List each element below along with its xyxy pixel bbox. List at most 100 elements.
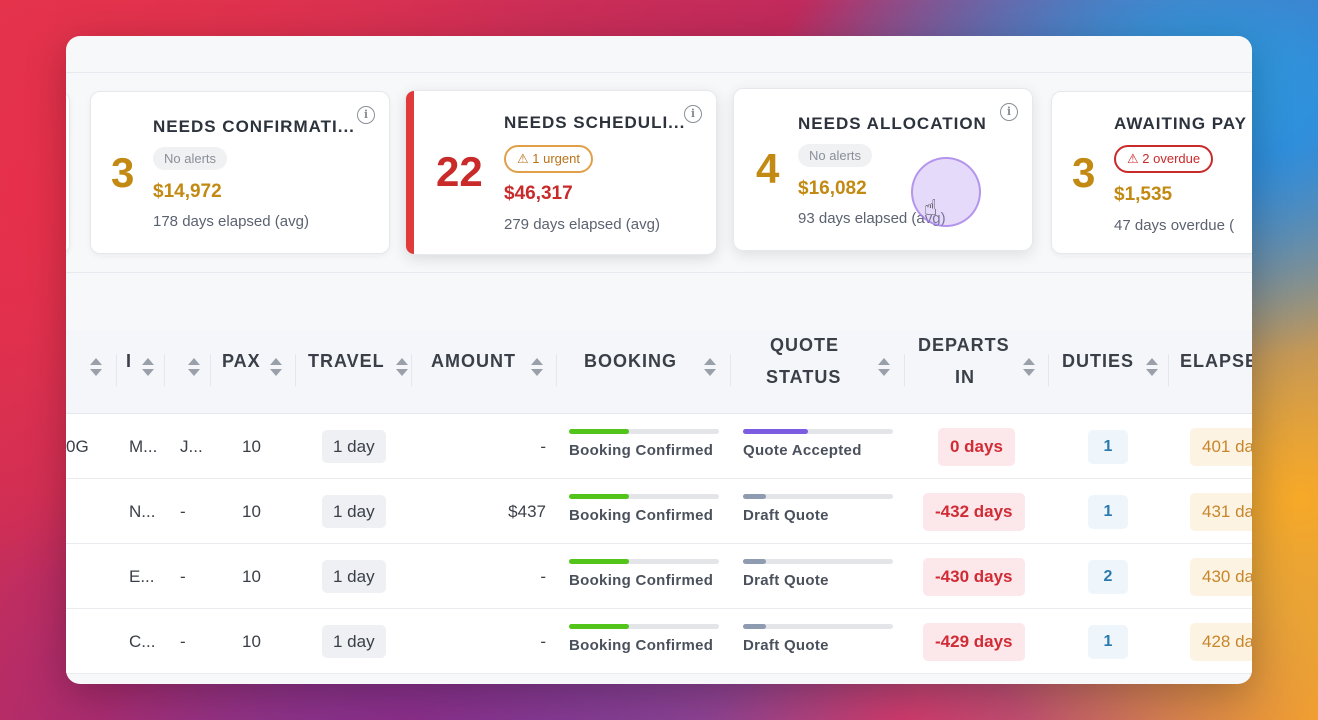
card-subtext: 279 days elapsed (avg) [504, 216, 660, 233]
sort-icon[interactable] [90, 358, 102, 376]
sort-icon[interactable] [704, 358, 716, 376]
duties-count-badge[interactable]: 1 [1088, 495, 1128, 529]
quote-status: Draft Quote [743, 507, 829, 524]
cell-c2: - [180, 567, 186, 586]
table-row[interactable]: N... - 10 1 day $437 Booking Confirmed Draft Q… [66, 479, 1252, 544]
card-alert-badge: ⚠ 1 urgent [504, 145, 593, 173]
cell-c1: C... [129, 632, 156, 651]
column-header-c1[interactable]: I [126, 351, 133, 371]
card-amount: $14,972 [153, 181, 222, 202]
column-header-departs-in[interactable]: DEPARTS [918, 335, 1010, 355]
card-alert-badge: ⚠ 2 overdue [1114, 145, 1214, 173]
card-amount: $16,082 [798, 178, 867, 199]
card-title: AWAITING PAY [1114, 114, 1247, 133]
cell-c1: M... [129, 437, 158, 456]
duties-count-badge[interactable]: 1 [1088, 430, 1128, 464]
summary-card-needs-confirmation[interactable]: 3 NEEDS CONFIRMATI... i No alerts $14,97… [90, 91, 390, 254]
column-separator [411, 354, 412, 386]
booking-progress-bar [569, 429, 719, 434]
elapsed-badge: 401 da [1190, 428, 1252, 466]
quote-progress-bar [743, 494, 893, 499]
card-count: 22 [436, 148, 483, 195]
sort-icon[interactable] [531, 358, 543, 376]
card-title: NEEDS SCHEDULI... [504, 113, 686, 132]
quote-status: Draft Quote [743, 637, 829, 654]
column-separator [164, 354, 165, 386]
divider [66, 272, 1252, 273]
card-title: NEEDS ALLOCATION [798, 114, 987, 133]
sort-icon[interactable] [1146, 358, 1158, 376]
column-separator [556, 354, 557, 386]
cell-amount: $437 [508, 502, 546, 521]
departs-in-badge: -432 days [923, 493, 1025, 531]
card-count: 4 [756, 145, 780, 192]
app-window: 3 NEEDS CONFIRMATI... i No alerts $14,97… [66, 36, 1252, 684]
column-separator [295, 354, 296, 386]
quote-progress-bar [743, 624, 893, 629]
booking-progress-bar [569, 494, 719, 499]
column-header-amount[interactable]: AMOUNT [431, 351, 516, 371]
booking-progress-bar [569, 624, 719, 629]
sort-icon[interactable] [1023, 358, 1035, 376]
summary-card-partial[interactable] [66, 91, 70, 254]
column-header-duties[interactable]: DUTIES [1062, 351, 1135, 371]
card-subtext: 47 days overdue ( [1114, 217, 1235, 234]
column-header-quote-status-line2[interactable]: STATUS [766, 367, 842, 387]
click-indicator [911, 157, 981, 227]
card-alert-badge: No alerts [798, 144, 873, 167]
table-row[interactable]: E... - 10 1 day - Booking Confirmed Draft Quot… [66, 544, 1252, 609]
booking-status: Booking Confirmed [569, 442, 714, 459]
duties-count-badge[interactable]: 1 [1088, 625, 1128, 659]
column-separator [116, 354, 117, 386]
column-header-elapsed[interactable]: ELAPSE [1180, 351, 1252, 371]
column-header-departs-in-line2[interactable]: IN [955, 367, 975, 387]
summary-card-awaiting-payment[interactable]: 3 AWAITING PAY ⚠ 2 overdue $1,535 47 day… [1051, 91, 1252, 254]
travel-pill: 1 day [322, 560, 386, 593]
column-header-travel[interactable]: TRAVEL [308, 351, 385, 371]
column-header-booking[interactable]: BOOKING [584, 351, 678, 371]
travel-pill: 1 day [322, 430, 386, 463]
table-row[interactable]: C... - 10 1 day - Booking Confirmed Draft Quot… [66, 609, 1252, 674]
cell-c2: - [180, 502, 186, 521]
card-count: 3 [111, 149, 135, 196]
sort-icon[interactable] [396, 358, 408, 376]
quote-progress-bar [743, 429, 893, 434]
quote-progress-bar [743, 559, 893, 564]
quote-status: Quote Accepted [743, 442, 862, 459]
pointer-hand-icon: ☝ [924, 196, 938, 221]
card-title: NEEDS CONFIRMATI... [153, 117, 355, 136]
info-icon[interactable]: i [357, 106, 375, 124]
cell-c2: - [180, 632, 186, 651]
summary-card-needs-allocation[interactable]: 4 NEEDS ALLOCATION i No alerts $16,082 9… [733, 88, 1033, 251]
column-separator [904, 354, 905, 386]
urgent-indicator [406, 91, 414, 254]
info-icon[interactable]: i [684, 105, 702, 123]
card-amount: $46,317 [504, 183, 573, 204]
cell-pax: 10 [242, 632, 261, 651]
sort-icon[interactable] [878, 358, 890, 376]
sort-icon[interactable] [142, 358, 154, 376]
info-icon[interactable]: i [1000, 103, 1018, 121]
column-header-quote-status[interactable]: QUOTE [770, 335, 840, 355]
card-subtext: 93 days elapsed (avg) [798, 210, 946, 227]
cell-ref: 0G [66, 437, 89, 456]
column-header-pax[interactable]: PAX [222, 351, 261, 371]
table-row[interactable]: 0G M... J... 10 1 day - Booking Confirmed Quote… [66, 414, 1252, 479]
cell-pax: 10 [242, 437, 261, 456]
cell-amount: - [540, 567, 546, 586]
departs-in-badge: -429 days [923, 623, 1025, 661]
card-count: 3 [1072, 149, 1096, 196]
travel-pill: 1 day [322, 625, 386, 658]
card-alert-badge: No alerts [153, 147, 228, 170]
sort-icon[interactable] [270, 358, 282, 376]
cell-amount: - [540, 437, 546, 456]
summary-card-needs-scheduling[interactable]: 22 NEEDS SCHEDULI... i ⚠ 1 urgent $46,31… [405, 90, 717, 255]
cell-amount: - [540, 632, 546, 651]
booking-status: Booking Confirmed [569, 507, 714, 524]
elapsed-badge: 431 da [1190, 493, 1252, 531]
quote-status: Draft Quote [743, 572, 829, 589]
sort-icon[interactable] [188, 358, 200, 376]
booking-progress-bar [569, 559, 719, 564]
cell-pax: 10 [242, 567, 261, 586]
duties-count-badge[interactable]: 2 [1088, 560, 1128, 594]
